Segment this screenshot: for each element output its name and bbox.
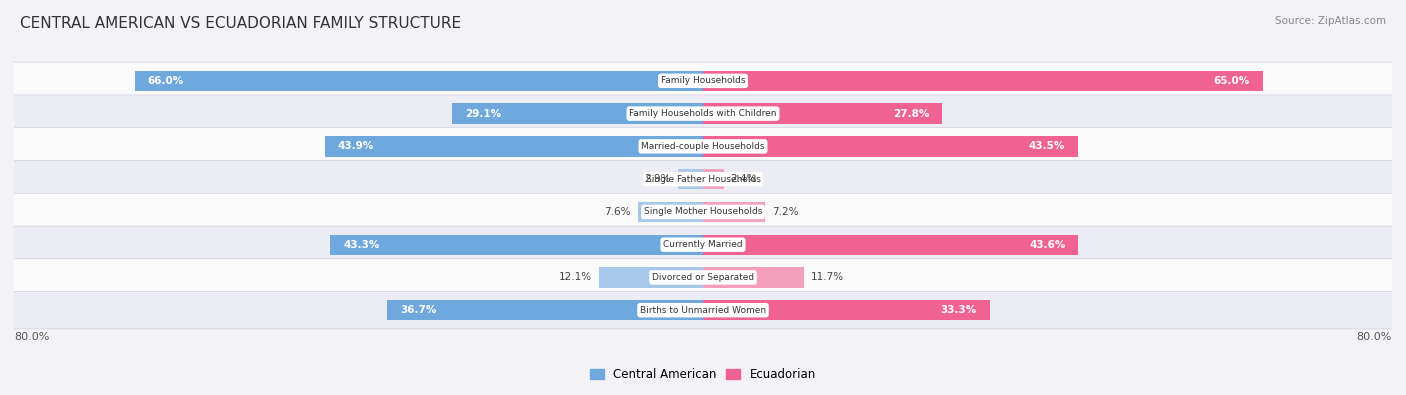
Bar	[703, 71, 1263, 91]
Text: CENTRAL AMERICAN VS ECUADORIAN FAMILY STRUCTURE: CENTRAL AMERICAN VS ECUADORIAN FAMILY ST…	[20, 16, 461, 31]
FancyBboxPatch shape	[8, 259, 1398, 296]
Bar	[599, 267, 703, 288]
Bar	[330, 235, 703, 255]
Text: 2.9%: 2.9%	[644, 174, 671, 184]
Text: Married-couple Households: Married-couple Households	[641, 142, 765, 151]
Bar	[703, 169, 724, 189]
Text: 36.7%: 36.7%	[399, 305, 436, 315]
Text: 29.1%: 29.1%	[465, 109, 502, 118]
Bar	[387, 300, 703, 320]
FancyBboxPatch shape	[8, 62, 1398, 100]
Text: 27.8%: 27.8%	[893, 109, 929, 118]
Text: 33.3%: 33.3%	[941, 305, 977, 315]
Bar	[703, 202, 765, 222]
FancyBboxPatch shape	[8, 226, 1398, 263]
Bar	[325, 136, 703, 156]
Bar	[135, 71, 703, 91]
Bar	[637, 202, 703, 222]
Text: 43.5%: 43.5%	[1028, 141, 1064, 151]
Text: Family Households with Children: Family Households with Children	[630, 109, 776, 118]
Text: Divorced or Separated: Divorced or Separated	[652, 273, 754, 282]
Bar	[703, 300, 990, 320]
Text: 12.1%: 12.1%	[558, 273, 592, 282]
Legend: Central American, Ecuadorian: Central American, Ecuadorian	[585, 363, 821, 386]
Text: 43.6%: 43.6%	[1029, 240, 1066, 250]
Text: Single Mother Households: Single Mother Households	[644, 207, 762, 216]
Text: Single Father Households: Single Father Households	[645, 175, 761, 184]
Text: 65.0%: 65.0%	[1213, 76, 1250, 86]
Text: 43.3%: 43.3%	[343, 240, 380, 250]
Bar	[703, 103, 942, 124]
FancyBboxPatch shape	[8, 95, 1398, 132]
Text: 66.0%: 66.0%	[148, 76, 184, 86]
Bar	[703, 267, 804, 288]
Bar	[703, 235, 1078, 255]
Text: 43.9%: 43.9%	[337, 141, 374, 151]
Text: Births to Unmarried Women: Births to Unmarried Women	[640, 306, 766, 315]
Text: 7.2%: 7.2%	[772, 207, 799, 217]
Text: 11.7%: 11.7%	[811, 273, 844, 282]
Bar	[678, 169, 703, 189]
FancyBboxPatch shape	[8, 160, 1398, 198]
FancyBboxPatch shape	[8, 193, 1398, 231]
Text: Currently Married: Currently Married	[664, 240, 742, 249]
Bar	[703, 136, 1077, 156]
Text: Family Households: Family Households	[661, 76, 745, 85]
Text: Source: ZipAtlas.com: Source: ZipAtlas.com	[1275, 16, 1386, 26]
FancyBboxPatch shape	[8, 292, 1398, 329]
Text: 2.4%: 2.4%	[731, 174, 756, 184]
Text: 80.0%: 80.0%	[14, 332, 49, 342]
FancyBboxPatch shape	[8, 128, 1398, 165]
Bar	[453, 103, 703, 124]
Text: 80.0%: 80.0%	[1357, 332, 1392, 342]
Text: 7.6%: 7.6%	[605, 207, 631, 217]
